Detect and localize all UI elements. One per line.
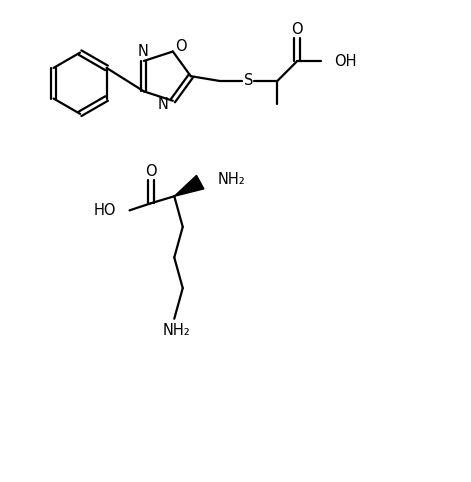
Text: HO: HO (94, 203, 116, 218)
Text: NH₂: NH₂ (163, 323, 190, 338)
Text: O: O (145, 164, 156, 179)
Text: OH: OH (334, 54, 357, 68)
Text: N: N (158, 97, 169, 112)
Polygon shape (174, 175, 204, 196)
Text: NH₂: NH₂ (218, 172, 246, 187)
Text: N: N (138, 44, 148, 59)
Text: O: O (292, 22, 303, 37)
Text: O: O (176, 40, 187, 54)
Text: S: S (244, 73, 253, 88)
